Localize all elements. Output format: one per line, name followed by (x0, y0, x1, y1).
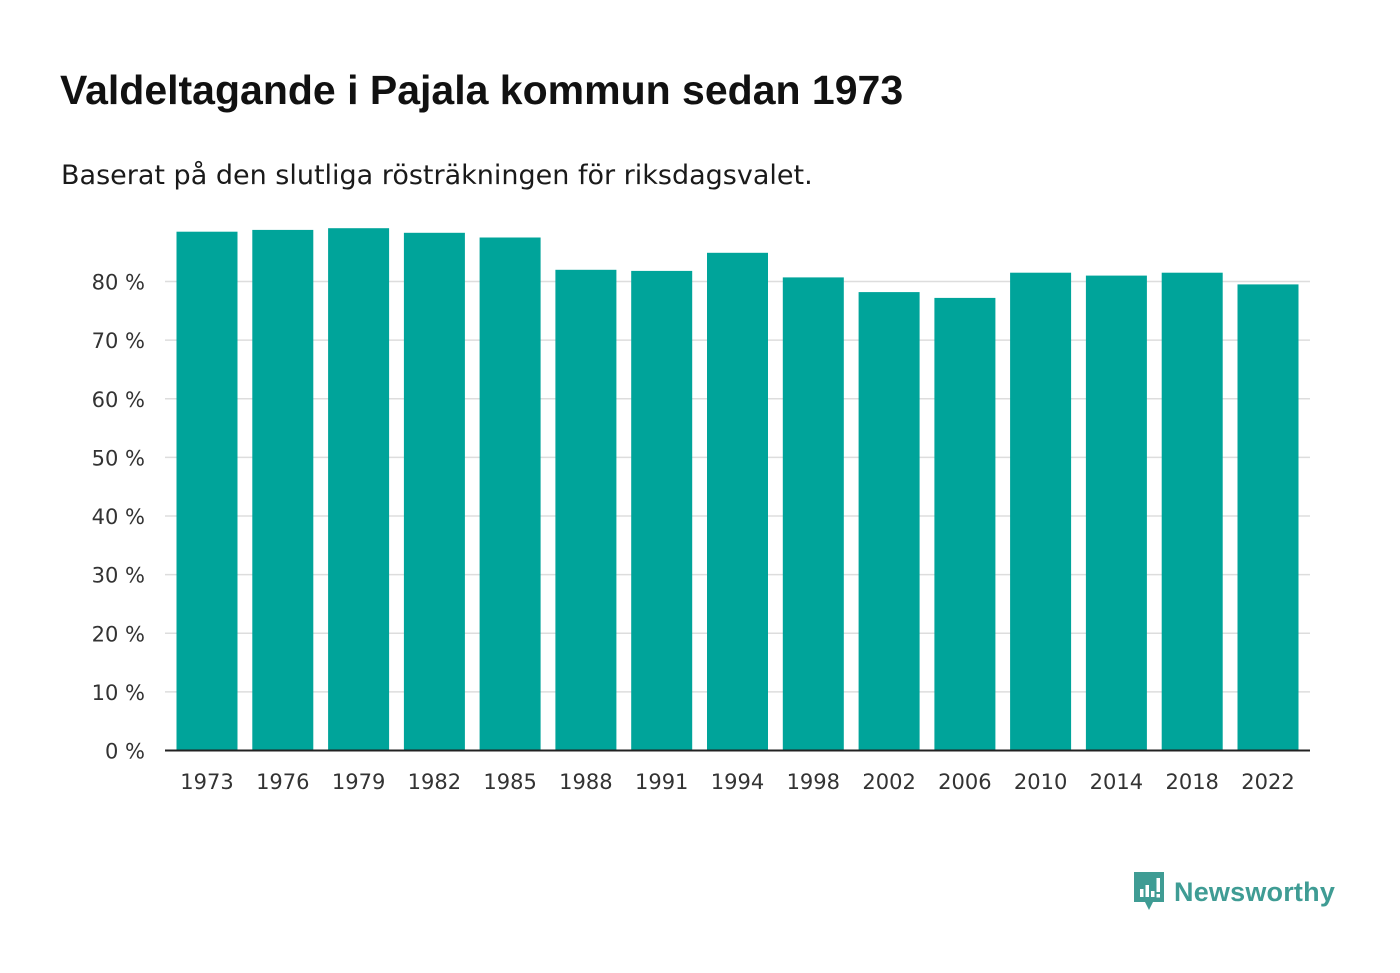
y-tick-label: 50 % (92, 446, 145, 470)
bars (176, 228, 1299, 751)
y-axis-ticks: 0 % 10 % 20 % 30 % 40 % 50 % 60 % 70 % 80 % (92, 271, 145, 764)
x-tick-label: 2006 (938, 770, 991, 794)
bar-1982 (403, 232, 465, 751)
bar-2022 (1237, 284, 1299, 751)
bar-1991 (631, 270, 693, 751)
chart-subtitle: Baserat på den slutliga rösträkningen fö… (61, 160, 813, 191)
bar-1985 (479, 237, 541, 751)
bar-1973 (176, 231, 238, 751)
chart-title: Valdeltagande i Pajala kommun sedan 1973 (60, 67, 904, 113)
x-tick-label: 1991 (635, 770, 688, 794)
bar-1988 (555, 269, 617, 751)
x-tick-label: 2022 (1241, 770, 1294, 794)
x-tick-label: 1973 (180, 770, 233, 794)
x-tick-label: 1998 (787, 770, 840, 794)
bar-1979 (328, 228, 390, 751)
bar-1976 (252, 229, 314, 751)
newsworthy-logo: Newsworthy (1132, 870, 1335, 914)
x-tick-label: 1985 (483, 770, 536, 794)
bar-2002 (858, 292, 920, 751)
x-tick-label: 2014 (1090, 770, 1143, 794)
x-axis-ticks: 1973 1976 1979 1982 1985 1988 1991 1994 1998 2002… (180, 770, 1294, 794)
y-tick-label: 60 % (92, 388, 145, 412)
brand-name: Newsworthy (1174, 876, 1336, 907)
y-tick-label: 40 % (92, 505, 145, 529)
bar-1998 (782, 277, 844, 751)
newsworthy-logo-icon (1134, 872, 1164, 910)
y-tick-label: 0 % (105, 740, 145, 764)
y-tick-label: 20 % (92, 622, 145, 646)
y-tick-label: 10 % (92, 681, 145, 705)
x-tick-label: 1979 (332, 770, 385, 794)
x-tick-label: 1982 (408, 770, 461, 794)
x-tick-label: 1994 (711, 770, 764, 794)
y-tick-label: 30 % (92, 564, 145, 588)
bar-2006 (934, 297, 996, 751)
bar-2010 (1010, 272, 1072, 751)
x-tick-label: 1976 (256, 770, 309, 794)
y-tick-label: 80 % (92, 271, 145, 295)
x-tick-label: 1988 (559, 770, 612, 794)
bar-2018 (1161, 272, 1223, 751)
x-tick-label: 2002 (862, 770, 915, 794)
x-tick-label: 2018 (1165, 770, 1218, 794)
y-tick-label: 70 % (92, 329, 145, 353)
bar-2014 (1085, 275, 1147, 751)
bar-1994 (707, 252, 768, 751)
x-tick-label: 2010 (1014, 770, 1067, 794)
